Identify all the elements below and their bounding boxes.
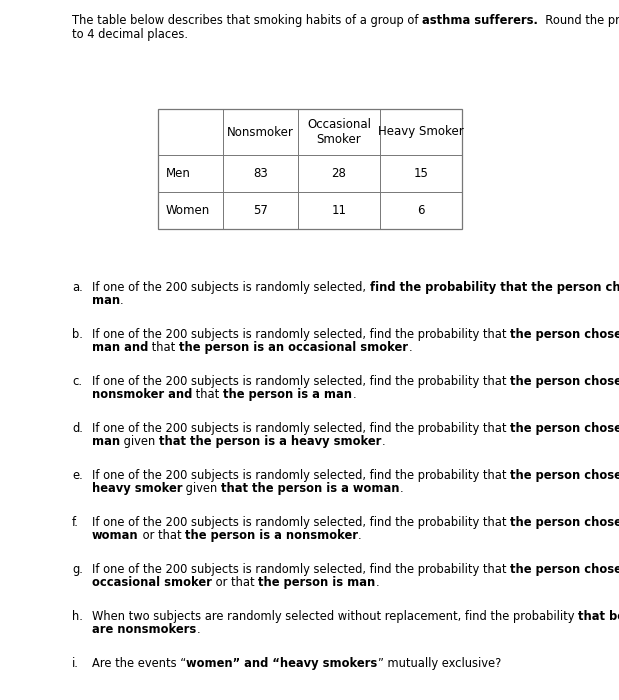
Text: the person is man: the person is man xyxy=(258,576,375,589)
Text: the person is a nonsmoker: the person is a nonsmoker xyxy=(185,529,358,542)
Text: that the person is a woman: that the person is a woman xyxy=(222,482,400,495)
Text: women” and “heavy smokers: women” and “heavy smokers xyxy=(186,657,378,670)
Text: given: given xyxy=(183,482,222,495)
Text: the person chosen is a: the person chosen is a xyxy=(510,563,619,576)
Text: If one of the 200 subjects is randomly selected, find the probability that: If one of the 200 subjects is randomly s… xyxy=(92,328,510,341)
Text: .: . xyxy=(196,623,200,636)
Text: that both: that both xyxy=(578,610,619,623)
Text: .: . xyxy=(352,388,356,401)
Text: or that: or that xyxy=(212,576,258,589)
Text: e.: e. xyxy=(72,469,83,482)
Text: to 4 decimal places.: to 4 decimal places. xyxy=(72,28,188,41)
Text: find the probability that the person chosen is a: find the probability that the person cho… xyxy=(370,281,619,294)
Text: If one of the 200 subjects is randomly selected,: If one of the 200 subjects is randomly s… xyxy=(92,281,370,294)
Text: the person chosen is a: the person chosen is a xyxy=(510,469,619,482)
Text: Women: Women xyxy=(166,204,210,217)
Text: If one of the 200 subjects is randomly selected, find the probability that: If one of the 200 subjects is randomly s… xyxy=(92,563,510,576)
Text: 28: 28 xyxy=(332,167,347,180)
Text: Occasional
Smoker: Occasional Smoker xyxy=(307,118,371,146)
Text: If one of the 200 subjects is randomly selected, find the probability that: If one of the 200 subjects is randomly s… xyxy=(92,469,510,482)
Text: the person is a man: the person is a man xyxy=(223,388,352,401)
Text: If one of the 200 subjects is randomly selected, find the probability that: If one of the 200 subjects is randomly s… xyxy=(92,516,510,529)
Text: man: man xyxy=(92,294,120,307)
Text: b.: b. xyxy=(72,328,83,341)
Text: 11: 11 xyxy=(332,204,347,217)
Text: Men: Men xyxy=(166,167,191,180)
Text: .: . xyxy=(358,529,361,542)
Text: 6: 6 xyxy=(417,204,425,217)
Text: are nonsmokers: are nonsmokers xyxy=(92,623,196,636)
Text: occasional smoker: occasional smoker xyxy=(92,576,212,589)
Text: woman: woman xyxy=(92,529,139,542)
Text: that: that xyxy=(193,388,223,401)
Text: heavy smoker: heavy smoker xyxy=(92,482,183,495)
Text: Nonsmoker: Nonsmoker xyxy=(227,125,294,139)
Text: Are the events “: Are the events “ xyxy=(92,657,186,670)
Text: 57: 57 xyxy=(253,204,268,217)
Text: given: given xyxy=(120,435,159,448)
Text: .: . xyxy=(381,435,385,448)
Text: asthma sufferers.: asthma sufferers. xyxy=(422,14,538,27)
Text: the person chosen is a: the person chosen is a xyxy=(510,375,619,388)
Text: nonsmoker and: nonsmoker and xyxy=(92,388,193,401)
Text: When two subjects are randomly selected without replacement, find the probabilit: When two subjects are randomly selected … xyxy=(92,610,578,623)
Text: h.: h. xyxy=(72,610,83,623)
Text: .: . xyxy=(375,576,379,589)
Text: Round the probabilities: Round the probabilities xyxy=(538,14,619,27)
Text: .: . xyxy=(409,341,412,354)
Text: ” mutually exclusive?: ” mutually exclusive? xyxy=(378,657,501,670)
Text: .: . xyxy=(400,482,404,495)
Text: the person chosen is a: the person chosen is a xyxy=(510,422,619,435)
Text: The table below describes that smoking habits of a group of: The table below describes that smoking h… xyxy=(72,14,422,27)
Text: the person chosen is a: the person chosen is a xyxy=(510,328,619,341)
Text: 83: 83 xyxy=(253,167,268,180)
Text: .: . xyxy=(120,294,124,307)
Text: g.: g. xyxy=(72,563,83,576)
Text: or that: or that xyxy=(139,529,185,542)
Text: d.: d. xyxy=(72,422,83,435)
Text: If one of the 200 subjects is randomly selected, find the probability that: If one of the 200 subjects is randomly s… xyxy=(92,422,510,435)
Text: 15: 15 xyxy=(413,167,428,180)
Text: the person is an occasional smoker: the person is an occasional smoker xyxy=(180,341,409,354)
Text: c.: c. xyxy=(72,375,82,388)
Text: f.: f. xyxy=(72,516,79,529)
Bar xyxy=(158,109,462,229)
Text: that the person is a heavy smoker: that the person is a heavy smoker xyxy=(159,435,381,448)
Text: Heavy Smoker: Heavy Smoker xyxy=(378,125,464,139)
Text: man: man xyxy=(92,435,120,448)
Text: If one of the 200 subjects is randomly selected, find the probability that: If one of the 200 subjects is randomly s… xyxy=(92,375,510,388)
Text: the person chosen is a: the person chosen is a xyxy=(510,516,619,529)
Text: that: that xyxy=(149,341,180,354)
Text: a.: a. xyxy=(72,281,83,294)
Text: man and: man and xyxy=(92,341,149,354)
Text: i.: i. xyxy=(72,657,79,670)
